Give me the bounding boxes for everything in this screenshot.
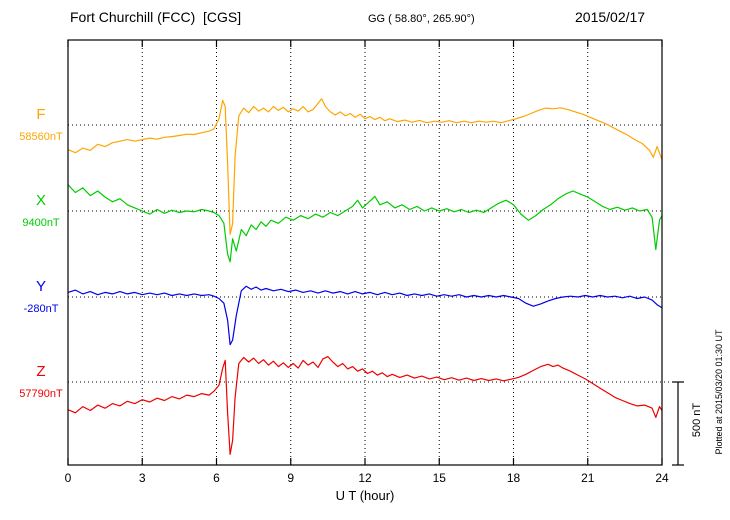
- scale-bar-label: 500 nT: [691, 403, 703, 438]
- x-tick-label: 24: [655, 471, 669, 485]
- series-F-baseline-value: 58560nT: [19, 131, 63, 143]
- x-tick-label: 9: [287, 471, 294, 485]
- series-X-baseline-value: 9400nT: [22, 217, 60, 229]
- series-F-letter: F: [36, 106, 45, 123]
- x-tick-label: 12: [358, 471, 372, 485]
- trace-X: [67, 184, 663, 263]
- x-tick-label: 15: [433, 471, 447, 485]
- series-Z-baseline-value: 57790nT: [19, 388, 63, 400]
- x-axis-label: U T (hour): [336, 488, 395, 503]
- gg-coordinates: GG ( 58.80°, 265.90°): [368, 13, 475, 25]
- series-Y-letter: Y: [36, 278, 46, 295]
- x-tick-label: 21: [581, 471, 595, 485]
- series-Y-baseline-value: -280nT: [24, 303, 59, 315]
- station-title: Fort Churchill (FCC) [CGS]: [70, 9, 242, 25]
- trace-F: [67, 98, 663, 235]
- x-tick-label: 0: [65, 471, 72, 485]
- x-tick-label: 18: [507, 471, 521, 485]
- series-Z-letter: Z: [36, 363, 45, 380]
- x-tick-label: 6: [213, 471, 220, 485]
- x-tick-label: 3: [139, 471, 146, 485]
- plot-timestamp-note: Plotted at 2015/03/20 01:30 UT: [714, 329, 724, 455]
- trace-Y: [67, 285, 663, 346]
- series-X-letter: X: [36, 192, 46, 209]
- trace-Z: [67, 356, 663, 455]
- plot-date: 2015/02/17: [575, 9, 646, 25]
